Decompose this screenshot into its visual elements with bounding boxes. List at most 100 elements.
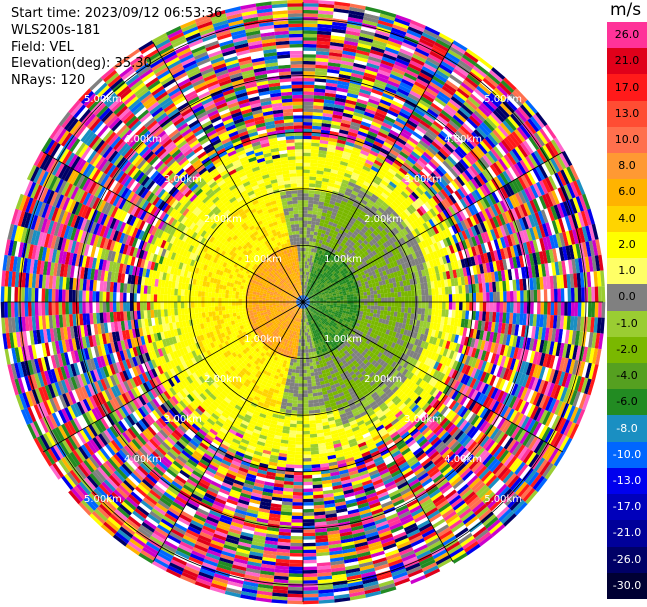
gate-cell — [406, 96, 419, 105]
gate-cell — [416, 173, 426, 182]
gate-cell — [535, 111, 548, 127]
gate-cell — [343, 43, 358, 50]
gate-cell — [334, 216, 341, 222]
gate-cell — [506, 291, 511, 302]
gate-cell — [323, 263, 327, 268]
gate-cell — [421, 93, 435, 103]
gate-cell — [375, 29, 391, 38]
gate-cell — [303, 145, 312, 150]
gate-cell — [303, 50, 317, 55]
gate-cell — [305, 257, 308, 262]
gate-cell — [355, 241, 361, 247]
gate-cell — [303, 220, 308, 224]
gate-cell — [444, 309, 449, 318]
gate-cell — [321, 119, 332, 125]
gate-cell — [307, 294, 311, 298]
gate-cell — [508, 133, 521, 147]
gate-cell — [321, 212, 327, 217]
gate-cell — [550, 288, 555, 302]
gate-cell — [331, 211, 338, 217]
gate-cell — [350, 246, 356, 252]
gate-cell — [330, 280, 335, 284]
gate-cell — [365, 65, 379, 73]
gate-cell — [372, 143, 382, 151]
gate-cell — [365, 159, 374, 166]
gate-cell — [431, 141, 442, 151]
gate-cell — [330, 269, 335, 274]
gate-cell — [305, 278, 307, 282]
gate-cell — [336, 247, 341, 253]
gate-cell — [412, 148, 423, 157]
gate-cell — [350, 241, 356, 247]
gate-cell — [566, 166, 576, 182]
gate-cell — [304, 264, 307, 269]
gate-cell — [402, 75, 416, 85]
gate-cell — [473, 176, 483, 188]
gate-cell — [339, 160, 349, 167]
gate-cell — [391, 210, 399, 218]
gate-cell — [363, 305, 368, 309]
gate-cell — [402, 256, 408, 264]
gate-cell — [305, 261, 308, 265]
gate-cell — [372, 203, 380, 210]
gate-cell — [456, 200, 465, 211]
gate-cell — [377, 207, 385, 214]
gate-cell — [340, 200, 348, 206]
gate-cell — [475, 107, 488, 120]
gate-cell — [320, 254, 324, 259]
gate-cell — [431, 308, 436, 316]
gate-cell — [315, 294, 319, 297]
gate-cell — [457, 221, 465, 232]
gate-cell — [396, 286, 401, 293]
gate-cell — [530, 116, 542, 131]
gate-cell — [312, 122, 322, 127]
gate-cell — [335, 145, 345, 152]
gate-cell — [368, 226, 375, 233]
gate-cell — [313, 105, 324, 110]
gate-cell — [340, 265, 346, 270]
gate-cell — [312, 273, 316, 278]
gate-cell — [315, 218, 321, 223]
gate-cell — [365, 202, 373, 209]
gate-cell — [450, 117, 463, 128]
gate-cell — [371, 42, 386, 51]
gate-cell — [303, 105, 314, 109]
gate-cell — [332, 222, 338, 228]
gate-cell — [316, 170, 324, 175]
gate-cell — [485, 282, 490, 293]
gate-cell — [393, 217, 401, 226]
gate-cell — [365, 222, 372, 229]
gate-cell — [313, 259, 317, 264]
gate-cell — [350, 304, 354, 308]
gate-cell — [342, 151, 352, 157]
gate-cell — [398, 302, 402, 308]
gate-cell — [358, 92, 371, 99]
gate-cell — [426, 128, 438, 139]
gate-cell — [520, 174, 530, 188]
gate-cell — [345, 141, 355, 147]
gate-cell — [412, 53, 427, 63]
gate-cell — [379, 128, 390, 136]
gate-cell — [307, 275, 310, 279]
gate-cell — [362, 143, 373, 150]
gate-cell — [352, 238, 358, 244]
gate-cell — [410, 19, 426, 29]
gate-cell — [476, 292, 480, 302]
gate-cell — [455, 130, 467, 142]
gate-cell — [388, 181, 397, 189]
gate-cell — [466, 136, 478, 148]
gate-cell — [387, 152, 398, 160]
gate-cell — [303, 247, 306, 252]
gate-cell — [330, 236, 336, 242]
gate-cell — [309, 179, 316, 184]
gate-cell — [391, 67, 406, 76]
gate-cell — [356, 225, 363, 231]
gate-cell — [409, 180, 419, 190]
gate-cell — [423, 179, 432, 189]
gate-cell — [312, 295, 316, 298]
gate-cell — [449, 167, 459, 178]
gate-cell — [303, 268, 305, 272]
gate-cell — [397, 153, 407, 162]
gate-cell — [307, 294, 311, 298]
gate-cell — [343, 297, 348, 300]
